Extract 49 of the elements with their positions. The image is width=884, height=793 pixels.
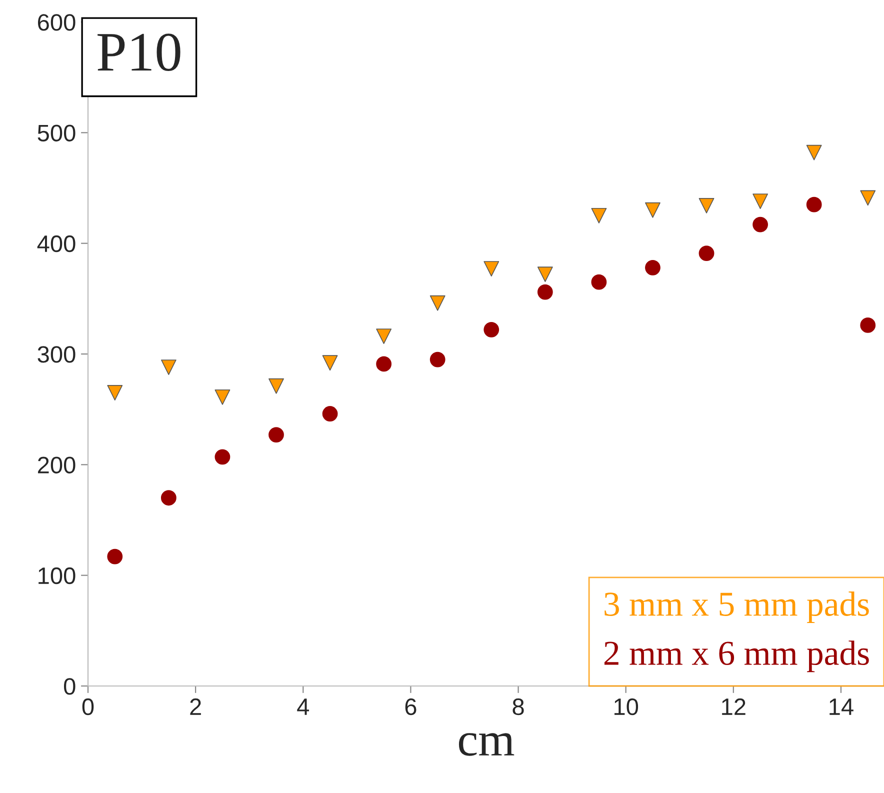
point bbox=[214, 389, 230, 405]
x-tick-label: 12 bbox=[722, 698, 746, 715]
point bbox=[107, 385, 123, 400]
x-tick-label: 10 bbox=[614, 698, 638, 716]
y-tick-label: 100 bbox=[38, 567, 76, 584]
point bbox=[376, 356, 392, 372]
point bbox=[537, 266, 553, 282]
point bbox=[268, 427, 284, 442]
point bbox=[806, 196, 822, 212]
point bbox=[376, 328, 392, 344]
point bbox=[484, 261, 500, 276]
point bbox=[698, 246, 714, 261]
x-tick-label: 0 bbox=[82, 698, 94, 716]
y-tick-label: 400 bbox=[37, 235, 76, 252]
point bbox=[645, 260, 660, 276]
point bbox=[214, 449, 230, 465]
point bbox=[160, 490, 176, 506]
x-tick-label: 14 bbox=[830, 698, 854, 715]
text: 3 mm x 5 mm pads bbox=[604, 592, 869, 624]
point bbox=[698, 198, 714, 214]
x-axis-title: cm bbox=[458, 733, 514, 756]
x-tick-label: 6 bbox=[405, 698, 416, 716]
point bbox=[322, 406, 338, 422]
point bbox=[430, 295, 446, 311]
x-tick-label: 8 bbox=[512, 698, 524, 716]
point bbox=[591, 274, 607, 290]
point bbox=[107, 548, 123, 564]
point bbox=[160, 360, 176, 375]
point bbox=[860, 318, 876, 333]
point bbox=[860, 190, 876, 206]
point bbox=[645, 202, 660, 218]
point bbox=[484, 322, 500, 338]
y-tick-label: 0 bbox=[64, 678, 76, 695]
point bbox=[268, 378, 284, 394]
point bbox=[322, 355, 338, 371]
y-tick-label: 500 bbox=[38, 124, 76, 142]
annotation: P10 bbox=[98, 34, 180, 72]
point bbox=[806, 144, 822, 160]
point bbox=[537, 284, 553, 300]
text: 2 mm x 6 mm pads bbox=[604, 640, 869, 672]
point bbox=[752, 194, 768, 209]
point bbox=[430, 352, 446, 368]
point bbox=[752, 216, 768, 232]
y-tick-label: 200 bbox=[38, 456, 76, 474]
x-tick-label: 4 bbox=[297, 698, 310, 715]
y-tick-label: 600 bbox=[38, 14, 76, 31]
x-tick-label: 2 bbox=[190, 698, 201, 715]
y-tick-label: 300 bbox=[38, 346, 76, 363]
point bbox=[591, 208, 607, 224]
